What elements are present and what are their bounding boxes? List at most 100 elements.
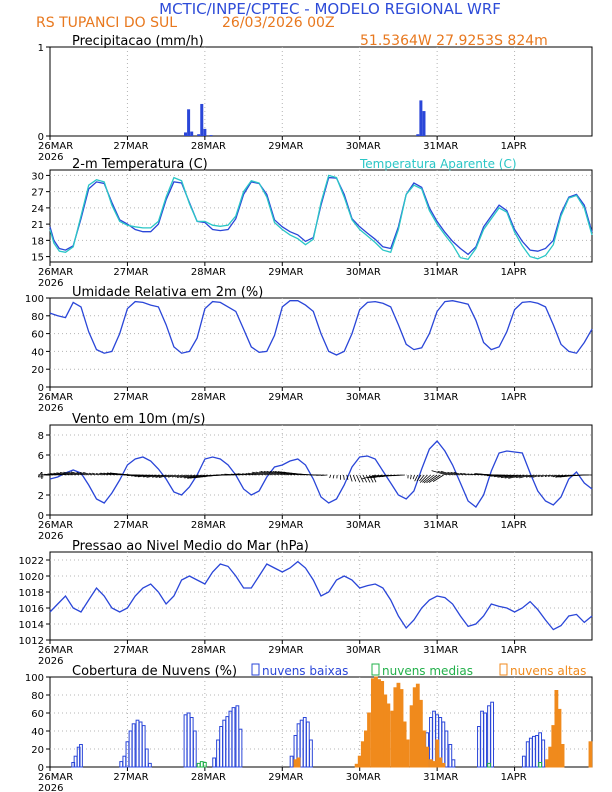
wind-vector [53, 472, 67, 476]
cloud-bar-2 [560, 744, 565, 768]
wind-ytick-label: 2 [38, 491, 44, 502]
precip-year-label: 2026 [38, 152, 63, 163]
wind-vector [440, 470, 454, 476]
wind-vector [515, 474, 528, 479]
temp-xtick-label: 30MAR [346, 267, 381, 278]
cloud-bar-0 [135, 719, 140, 768]
precip-xtick-label: 27MAR [113, 141, 148, 152]
clouds-ytick-label: 100 [25, 673, 44, 684]
pressure-year-label: 2026 [38, 656, 63, 667]
cloud-bar-0 [144, 748, 149, 768]
precip-frame [49, 46, 593, 137]
wind-vector [431, 470, 447, 476]
wind-vector [242, 473, 251, 476]
precip-xtick-label: 30MAR [346, 141, 381, 152]
temp-xtick-label: 1APR [501, 267, 527, 278]
cloud-bar-2 [393, 687, 398, 768]
pressure-ytick-label: 1016 [19, 604, 44, 615]
wind-vector [373, 474, 386, 479]
clouds-xtick-label: 29MAR [268, 772, 303, 783]
cloud-bar-2 [418, 699, 423, 768]
wind-vector [171, 474, 180, 478]
clouds-ytick-label: 0 [38, 763, 44, 774]
cloud-bar-0 [189, 717, 194, 768]
cloud-bar-0 [235, 705, 240, 768]
precip-bar [416, 134, 420, 136]
wind-vector [412, 474, 415, 480]
wind-vector [88, 472, 96, 476]
precip-ytick-label: 1 [38, 43, 44, 54]
cloud-bar-2 [441, 762, 446, 768]
wind-vector [453, 471, 464, 476]
precip-xtick-label: 31MAR [423, 141, 458, 152]
wind-vector [504, 474, 522, 479]
wind-series-0 [49, 440, 593, 508]
clouds-xtick-label: 31MAR [423, 772, 458, 783]
clouds-ytick-label: 60 [31, 709, 44, 720]
temp-series-1 [49, 174, 593, 261]
pressure-frame [49, 551, 593, 641]
temp-xtick-label: 26MAR [38, 267, 73, 278]
pressure-series-0 [49, 560, 593, 631]
wind-vector [187, 474, 202, 479]
wind-vector [70, 471, 83, 476]
cloud-bar-2 [422, 730, 426, 768]
precip-bar [200, 103, 204, 136]
cloud-bar-0 [521, 755, 526, 768]
cloud-legend-label: nuvens altas [510, 664, 586, 678]
wind-vector [422, 474, 431, 483]
cloud-legend-label: nuvens baixas [262, 664, 348, 678]
rh-xtick-label: 29MAR [268, 392, 303, 403]
wind-vector [490, 474, 509, 477]
wind-vector [258, 471, 270, 476]
clouds-ytick-label: 20 [31, 745, 44, 756]
wind-vector [184, 474, 196, 479]
cloud-bar-2 [370, 678, 375, 768]
wind-xtick-label: 27MAR [113, 520, 148, 531]
wind-vector [519, 474, 531, 479]
temp-frame [49, 169, 593, 263]
rh-xtick-label: 26MAR [38, 392, 73, 403]
cloud-bar-0 [186, 712, 191, 768]
wind-vector [230, 473, 241, 476]
cloud-bar-0 [183, 714, 188, 768]
wind-vector [100, 472, 109, 476]
cloud-bar-2 [396, 682, 401, 768]
cloud-bar-2 [438, 757, 443, 768]
wind-vector [508, 474, 525, 479]
rh-xtick-label: 27MAR [113, 392, 148, 403]
wind-vector [365, 474, 371, 483]
cloud-bar-2 [554, 690, 559, 768]
wind-vector [544, 474, 551, 477]
wind-vector [432, 474, 444, 482]
wind-vector [269, 470, 283, 476]
pressure-xtick-label: 26MAR [38, 645, 73, 656]
precip-xtick-label: 1APR [501, 141, 527, 152]
wind-vector [416, 474, 422, 482]
wind-xtick-label: 30MAR [346, 520, 381, 531]
wind-vector [529, 474, 538, 478]
wind-vector [332, 474, 335, 479]
clouds-title: Cobertura de Nuvens (%) [72, 664, 237, 679]
cloud-bar-0 [477, 726, 481, 768]
cloud-bar-0 [212, 757, 217, 768]
precip-xtick-label: 29MAR [268, 141, 303, 152]
rh-ytick-label: 20 [31, 365, 44, 376]
cloud-bar-0 [219, 726, 224, 768]
wind-ytick-label: 0 [38, 511, 44, 522]
wind-vector [463, 473, 470, 476]
cloud-bar-2 [367, 712, 371, 768]
cloud-bar-2 [412, 687, 417, 768]
cloud-bar-2 [399, 689, 404, 768]
wind-vector [245, 473, 254, 476]
wind-vector [263, 470, 276, 476]
pressure-ytick-label: 1014 [19, 620, 44, 631]
wind-vector [370, 474, 383, 479]
wind-vector [378, 474, 389, 478]
cloud-bar-1 [202, 762, 207, 768]
wind-year-label: 2026 [38, 531, 63, 542]
temp-ytick-label: 30 [31, 171, 44, 182]
cloud-bar-0 [299, 719, 304, 768]
precip-xtick-label: 26MAR [38, 141, 73, 152]
cloud-bar-0 [451, 759, 456, 768]
